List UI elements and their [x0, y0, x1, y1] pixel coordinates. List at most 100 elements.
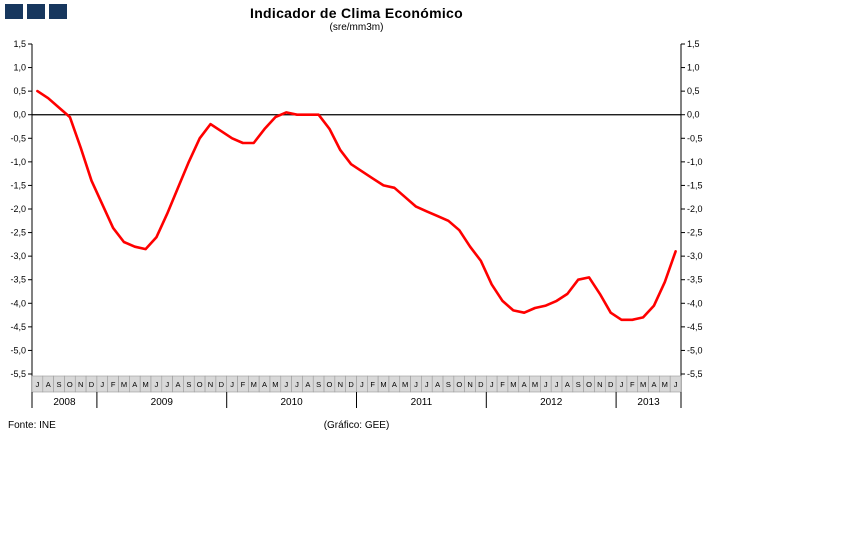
- svg-text:M: M: [640, 380, 646, 389]
- svg-text:-5,0: -5,0: [687, 345, 703, 355]
- svg-text:-4,0: -4,0: [10, 298, 26, 308]
- svg-text:M: M: [380, 380, 386, 389]
- svg-text:D: D: [89, 380, 95, 389]
- svg-text:O: O: [586, 380, 592, 389]
- svg-text:M: M: [121, 380, 127, 389]
- svg-text:0,0: 0,0: [13, 110, 26, 120]
- svg-text:N: N: [208, 380, 213, 389]
- svg-text:A: A: [565, 380, 570, 389]
- svg-text:2013: 2013: [637, 397, 660, 408]
- svg-text:J: J: [230, 380, 234, 389]
- svg-text:A: A: [435, 380, 440, 389]
- svg-text:N: N: [597, 380, 602, 389]
- svg-text:0,5: 0,5: [687, 86, 700, 96]
- svg-text:M: M: [532, 380, 538, 389]
- svg-text:J: J: [295, 380, 299, 389]
- svg-text:-4,5: -4,5: [10, 322, 26, 332]
- svg-text:-2,5: -2,5: [687, 228, 703, 238]
- svg-text:J: J: [36, 380, 40, 389]
- svg-text:-4,5: -4,5: [687, 322, 703, 332]
- svg-text:J: J: [284, 380, 288, 389]
- svg-text:A: A: [46, 380, 51, 389]
- svg-text:2009: 2009: [151, 397, 174, 408]
- svg-text:N: N: [338, 380, 343, 389]
- svg-text:-0,5: -0,5: [687, 133, 703, 143]
- navy-square-icon: [5, 4, 23, 19]
- credit-note: (Gráfico: GEE): [323, 420, 390, 431]
- svg-text:O: O: [67, 380, 73, 389]
- svg-text:S: S: [576, 380, 581, 389]
- svg-text:2008: 2008: [53, 397, 76, 408]
- svg-text:D: D: [478, 380, 484, 389]
- svg-text:D: D: [348, 380, 354, 389]
- svg-text:1,0: 1,0: [687, 63, 700, 73]
- svg-text:S: S: [57, 380, 62, 389]
- svg-text:S: S: [316, 380, 321, 389]
- svg-text:S: S: [186, 380, 191, 389]
- svg-text:O: O: [456, 380, 462, 389]
- svg-text:A: A: [132, 380, 137, 389]
- svg-text:M: M: [402, 380, 408, 389]
- svg-text:D: D: [608, 380, 614, 389]
- svg-text:M: M: [142, 380, 148, 389]
- svg-text:J: J: [425, 380, 429, 389]
- chart-area: 1,5 1,5 1,0 1,0 0,5 0,5 0,0 0,0 -0,5 -0,5 -1,0 -1,0…: [10, 39, 703, 408]
- svg-text:A: A: [651, 380, 656, 389]
- svg-text:A: A: [305, 380, 310, 389]
- svg-text:0,5: 0,5: [13, 86, 26, 96]
- svg-text:M: M: [251, 380, 257, 389]
- svg-text:-2,0: -2,0: [10, 204, 26, 214]
- navy-square-icon: [49, 4, 67, 19]
- svg-text:2010: 2010: [280, 397, 303, 408]
- svg-text:A: A: [262, 380, 267, 389]
- svg-text:A: A: [392, 380, 397, 389]
- svg-text:A: A: [176, 380, 181, 389]
- svg-text:S: S: [446, 380, 451, 389]
- svg-text:-5,0: -5,0: [10, 345, 26, 355]
- svg-text:J: J: [414, 380, 418, 389]
- svg-text:O: O: [327, 380, 333, 389]
- svg-text:F: F: [111, 380, 116, 389]
- svg-text:M: M: [510, 380, 516, 389]
- svg-text:J: J: [165, 380, 169, 389]
- svg-text:-5,5: -5,5: [687, 369, 703, 379]
- svg-text:A: A: [522, 380, 527, 389]
- svg-text:O: O: [197, 380, 203, 389]
- series-line: [36, 89, 677, 322]
- svg-text:J: J: [490, 380, 494, 389]
- svg-text:1,5: 1,5: [687, 39, 700, 49]
- source-note: Fonte: INE: [8, 420, 56, 431]
- chart-title-block: Indicador de Clima Económico (sre/mm3m): [32, 5, 681, 33]
- svg-text:F: F: [630, 380, 635, 389]
- svg-text:N: N: [467, 380, 472, 389]
- svg-text:J: J: [100, 380, 104, 389]
- svg-text:J: J: [620, 380, 624, 389]
- svg-text:-3,0: -3,0: [10, 251, 26, 261]
- svg-text:-3,0: -3,0: [687, 251, 703, 261]
- chart-title: Indicador de Clima Económico: [250, 5, 463, 21]
- svg-text:-1,5: -1,5: [687, 180, 703, 190]
- svg-text:2012: 2012: [540, 397, 563, 408]
- svg-text:F: F: [241, 380, 246, 389]
- svg-text:J: J: [360, 380, 364, 389]
- svg-text:J: J: [544, 380, 548, 389]
- svg-text:M: M: [272, 380, 278, 389]
- svg-text:J: J: [555, 380, 559, 389]
- economic-climate-line-chart: 1,5 1,5 1,0 1,0 0,5 0,5 0,0 0,0 -0,5 -0,5 -1,0 -1,0…: [10, 39, 703, 408]
- svg-text:F: F: [370, 380, 375, 389]
- svg-text:-0,5: -0,5: [10, 133, 26, 143]
- svg-text:-1,5: -1,5: [10, 180, 26, 190]
- svg-text:2011: 2011: [411, 397, 433, 408]
- brand-squares: [5, 4, 67, 19]
- svg-text:D: D: [219, 380, 225, 389]
- svg-text:-1,0: -1,0: [687, 157, 703, 167]
- svg-text:-1,0: -1,0: [10, 157, 26, 167]
- svg-text:J: J: [155, 380, 159, 389]
- svg-text:1,5: 1,5: [13, 39, 26, 49]
- svg-text:M: M: [662, 380, 668, 389]
- svg-text:N: N: [78, 380, 83, 389]
- svg-text:-3,5: -3,5: [687, 275, 703, 285]
- svg-text:-4,0: -4,0: [687, 298, 703, 308]
- svg-text:-2,5: -2,5: [10, 228, 26, 238]
